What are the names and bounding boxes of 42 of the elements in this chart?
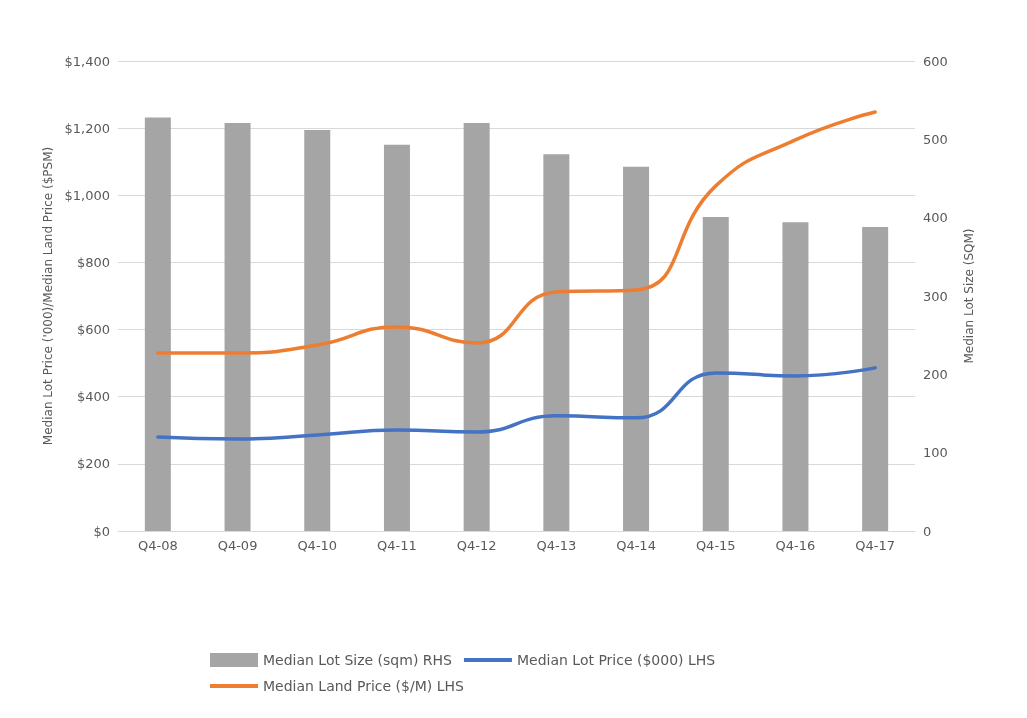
bar [702,216,729,531]
y2-tick-label: 200 [923,366,948,382]
y-tick-label: $800 [76,254,110,270]
y2-tick-label: 600 [923,53,948,69]
y-tick-label: $1,200 [64,120,110,136]
y2-axis-title: Median Lot Size (SQM) [962,228,976,364]
x-tick-label: Q4-16 [775,538,816,553]
line-series [156,110,877,355]
bar [862,227,889,531]
y-tick-label: $200 [76,456,110,472]
line-series [156,366,877,441]
bar [224,122,251,531]
x-tick-label: Q4-17 [855,538,896,553]
y2-tick-label: 100 [923,445,948,461]
bar [463,122,490,531]
x-tick-label: Q4-10 [297,538,338,553]
bar [144,117,171,531]
y-tick-label: $0 [93,523,110,539]
legend-label: Median Lot Size (sqm) RHS [263,652,453,668]
bar [623,166,650,531]
x-tick-label: Q4-13 [536,538,577,553]
x-tick-label: Q4-14 [616,538,656,553]
bar [782,222,809,531]
x-tick-label: Q4-12 [456,538,497,553]
y-tick-label: $400 [76,389,110,405]
y-axis-title: Median Lot Price ('000)/Median Land Price ($PSM) [40,146,55,446]
y2-tick-label: 300 [923,288,948,304]
y-tick-label: $1,400 [64,53,110,69]
y2-tick-label: 400 [923,210,948,226]
y-tick-label: $1,000 [64,187,110,203]
y2-tick-label: 0 [923,523,932,539]
bar [304,129,331,531]
legend-label: Median Lot Price ($000) LHS [516,652,716,668]
legend-label: Median Land Price ($/M) LHS [263,678,464,694]
x-tick-label: Q4-11 [377,538,417,553]
x-tick-label: Q4-15 [695,538,736,553]
y2-tick-label: 500 [923,131,948,147]
bar [383,144,410,531]
x-tick-label: Q4-08 [137,538,178,553]
y-tick-label: $600 [76,322,110,338]
x-tick-label: Q4-09 [217,538,258,553]
bar [543,154,570,531]
